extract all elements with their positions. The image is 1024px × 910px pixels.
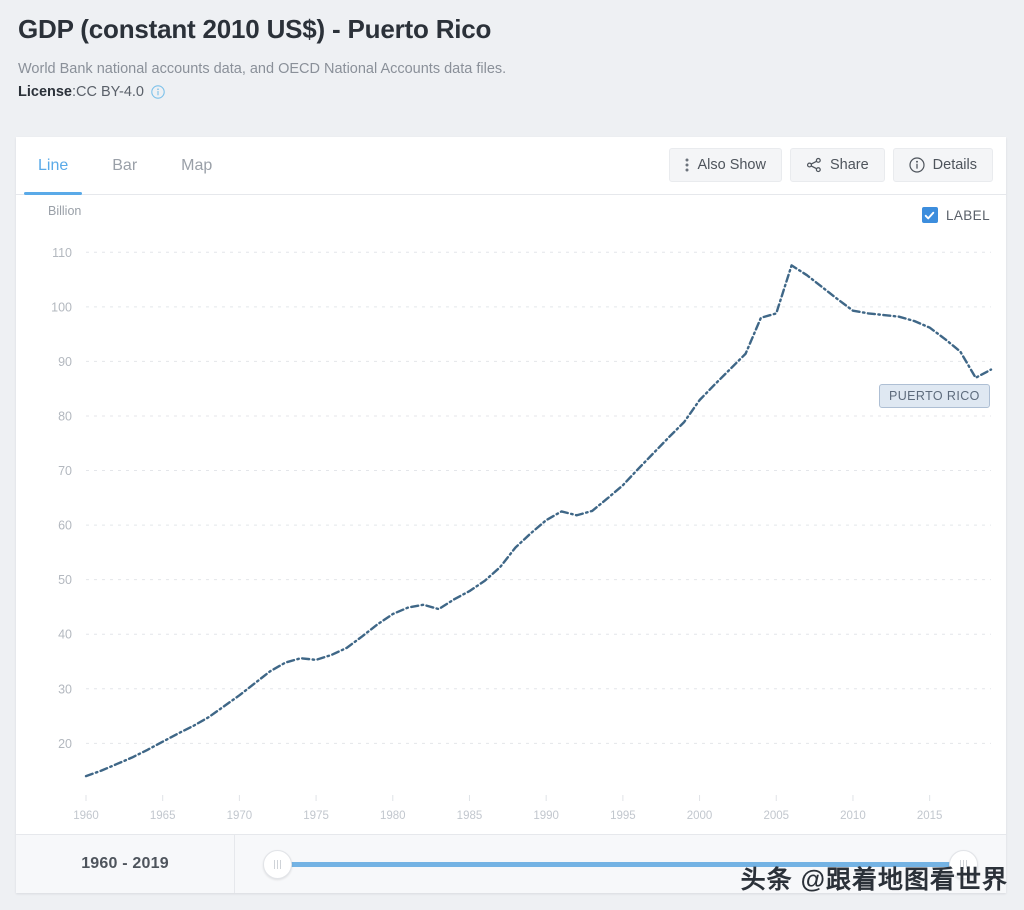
slider-handle-start[interactable] [263,849,292,879]
x-tick-label: 2000 [687,810,713,822]
details-label: Details [932,157,977,173]
x-tick-label: 1975 [303,810,329,822]
share-button[interactable]: Share [789,148,885,182]
y-tick-label: 80 [58,409,72,423]
label-toggle-text: LABEL [945,207,990,223]
y-tick-label: 100 [51,300,72,314]
y-tick-label: 60 [58,519,72,533]
y-tick-label: 50 [58,573,72,587]
tab-line-label: Line [38,156,69,174]
page-header: GDP (constant 2010 US$) - Puerto Rico Wo… [0,0,1024,100]
chart-toolbar: Also Show Share [669,148,993,182]
y-tick-label: 30 [58,682,72,696]
tab-bar: Line Bar Map [16,137,1006,195]
x-tick-label: 1960 [73,810,99,822]
label-checkbox[interactable] [921,207,938,223]
x-tick-label: 1970 [227,810,253,822]
tab-map-label: Map [181,156,213,174]
tab-list: Line Bar Map [16,137,234,195]
label-toggle[interactable]: LABEL [921,207,990,223]
license-separator: : [72,84,77,101]
grip-icon [274,859,281,869]
tab-map[interactable]: Map [159,137,234,194]
share-label: Share [829,157,869,173]
license-row: License : CC BY-4.0 [18,84,1024,100]
plot-svg: 20 30 40 50 60 70 80 90 100 110 1960 1965 1970 1975 19… [51,246,993,822]
x-tick-label: 2010 [840,810,866,822]
y-axis-unit-label: Billion [48,204,82,218]
page-title: GDP (constant 2010 US$) - Puerto Rico [18,14,492,44]
tab-line[interactable]: Line [16,137,90,195]
x-tick-label: 1990 [533,810,559,822]
x-tick-label: 2015 [917,810,943,822]
series-line[interactable] [84,264,993,778]
tab-bar-label: Bar [112,156,138,174]
series-label-badge[interactable]: PUERTO RICO [879,383,990,408]
line-plot: 20 30 40 50 60 70 80 90 100 110 1960 1965 1970 1975 19… [16,195,1006,835]
info-circle-icon [909,157,925,173]
y-tick-label: 40 [58,628,72,642]
page-subtitle: World Bank national accounts data, and O… [18,61,507,78]
slider-track[interactable] [277,861,964,867]
y-tick-label: 90 [58,355,72,369]
share-icon [806,157,822,173]
license-label: License [18,84,72,101]
details-button[interactable]: Details [892,148,993,182]
grip-icon [960,859,967,869]
y-tick-label: 70 [58,464,72,478]
year-range-label: 1960 - 2019 [16,835,235,893]
x-tick-label: 1980 [380,810,406,822]
y-tick-label: 110 [52,246,72,260]
also-show-button[interactable]: Also Show [669,148,782,182]
x-tick-label: 1985 [457,810,483,822]
y-tick-label: 20 [58,737,72,751]
x-tick-label: 2005 [763,810,789,822]
slider-handle-end[interactable] [949,849,978,879]
also-show-label: Also Show [697,157,766,173]
vertical-dots-icon [685,157,689,173]
year-range-slider[interactable] [235,835,1006,893]
x-tick-label: 1965 [150,810,176,822]
chart-card: Line Bar Map [16,137,1006,893]
info-circle-icon[interactable] [151,85,165,99]
chart-area: Billion LABEL 20 30 40 50 60 70 80 90 100 110 1960… [16,195,1006,835]
license-value: CC BY-4.0 [76,84,144,101]
tab-bar-chart[interactable]: Bar [90,137,159,194]
check-icon [924,210,935,221]
x-tick-label: 1995 [610,810,636,822]
year-range-footer: 1960 - 2019 [16,834,1006,893]
